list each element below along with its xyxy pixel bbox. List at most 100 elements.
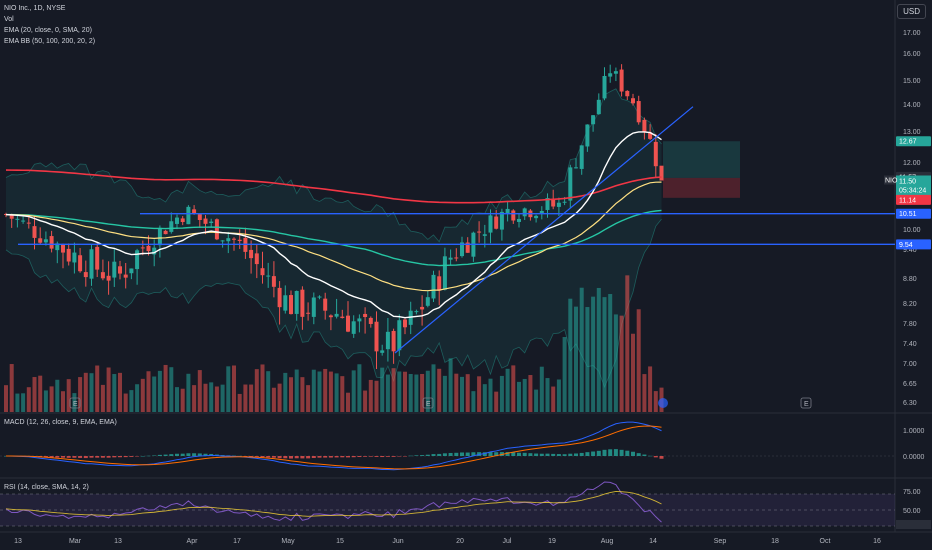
symbol-legend[interactable]: NIO Inc., 1D, NYSE [4, 5, 66, 12]
candle-body [602, 75, 607, 99]
candle-body [49, 236, 54, 249]
macd-histogram-bar [112, 456, 117, 458]
macd-histogram-bar [636, 453, 641, 456]
candle-body [15, 218, 20, 220]
candle-body [277, 287, 282, 308]
time-axis-label: 20 [456, 538, 464, 545]
volume-bar [21, 393, 26, 412]
volume-bar [596, 287, 601, 412]
volume-bar [545, 378, 550, 412]
ema-legend[interactable]: EMA (20, close, 0, SMA, 20) [4, 27, 92, 34]
candle-body [32, 226, 37, 238]
macd-histogram-bar [585, 452, 590, 456]
volume-bar [442, 375, 447, 412]
volume-bar [448, 358, 453, 412]
candle-body [237, 239, 242, 242]
candle-body [220, 240, 225, 242]
volume-bar [271, 387, 276, 412]
macd-histogram-bar [613, 449, 618, 456]
macd-histogram-bar [420, 455, 425, 456]
candle-body [26, 222, 31, 224]
time-axis-label: Oct [820, 538, 831, 545]
candle-body [334, 313, 339, 317]
macd-histogram-bar [271, 456, 276, 458]
volume-bar [408, 374, 413, 412]
candle-body [38, 238, 43, 243]
volume-bar [374, 380, 379, 412]
candle-body [437, 276, 442, 291]
volume-bar [608, 294, 613, 412]
macd-histogram-bar [522, 452, 527, 456]
candle-body [78, 255, 83, 272]
volume-bar [300, 377, 305, 412]
macd-histogram-bar [556, 454, 561, 456]
macd-histogram-bar [659, 456, 664, 459]
candle-body [135, 250, 140, 270]
vol-legend[interactable]: Vol [4, 16, 14, 23]
macd-histogram-bar [431, 454, 436, 456]
candle-body [517, 218, 521, 222]
candle-body [340, 316, 345, 318]
volume-bar [123, 393, 128, 412]
candle-body [608, 73, 613, 77]
macd-histogram-bar [140, 455, 145, 457]
macd-histogram-bar [203, 453, 208, 456]
macd-histogram-bar [83, 456, 88, 459]
volume-bar [129, 390, 134, 412]
rsi-sma-line [5, 491, 662, 517]
macd-histogram-bar [192, 453, 197, 456]
rsi-axis-label: 50.00 [903, 508, 921, 515]
target-price-tag-bg [896, 136, 931, 147]
time-axis-label: 17 [233, 538, 241, 545]
earnings-marker-icon [69, 397, 81, 409]
emabb-legend[interactable]: EMA BB (50, 100, 200, 20, 2) [4, 38, 96, 45]
volume-bar [477, 376, 482, 412]
time-axis-label: Mar [69, 538, 82, 545]
volume-bar [528, 375, 533, 412]
volume-bar [254, 369, 259, 412]
candle-body [499, 211, 504, 230]
volume-bar [9, 364, 14, 412]
volume-bar [118, 372, 122, 412]
macd-histogram-bar [300, 456, 305, 459]
ema200-line [5, 169, 662, 204]
volume-bar [648, 366, 653, 412]
macd-title: MACD (12, 26, close, 9, EMA, EMA) [4, 419, 117, 426]
candle-body [454, 257, 459, 259]
volume-bar [636, 309, 641, 412]
candle-body [55, 243, 60, 251]
volume-bar [180, 388, 185, 412]
candle-body [152, 247, 157, 255]
candle-body [175, 217, 179, 224]
volume-bar [334, 373, 339, 412]
volume-bar [243, 384, 248, 412]
macd-histogram-bar [460, 452, 464, 456]
volume-bar [517, 381, 521, 412]
candle-body [494, 216, 499, 229]
candle-body [186, 206, 191, 225]
volume-bar [556, 379, 561, 412]
time-axis-label: Jun [392, 538, 403, 545]
macd-histogram-bar [562, 454, 567, 456]
candle-body [368, 317, 373, 324]
bollinger-upper-line [5, 88, 662, 243]
rsi-axis-label: 75.00 [903, 489, 921, 496]
candle-body [328, 315, 333, 318]
candle-body [545, 198, 550, 210]
time-axis-label: 19 [548, 538, 556, 545]
macd-histogram-bar [123, 456, 128, 458]
volume-bar [631, 333, 635, 412]
volume-bar [642, 374, 647, 412]
time-axis-label: May [281, 538, 295, 545]
currency-button[interactable]: USD [897, 4, 926, 19]
time-axis-label: 14 [649, 538, 657, 545]
macd-histogram-bar [385, 456, 390, 457]
candle-body [106, 275, 111, 281]
candle-body [391, 330, 396, 352]
volume-bar [619, 315, 624, 412]
volume-bar [585, 307, 590, 412]
volume-bar [306, 385, 311, 412]
candle-body [306, 312, 311, 314]
